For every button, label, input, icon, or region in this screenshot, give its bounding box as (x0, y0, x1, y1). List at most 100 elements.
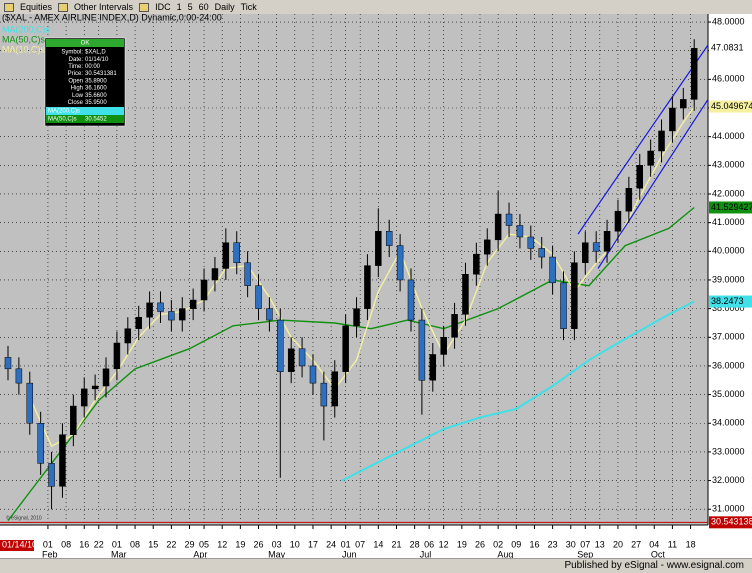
candle-body (200, 279, 208, 301)
candle-body (91, 385, 99, 390)
info-key: Time: (68, 64, 83, 70)
ma-line (29, 106, 695, 448)
candle-body (37, 423, 44, 464)
x-tick-label: 21 (391, 539, 401, 549)
start-label-box (0, 540, 34, 551)
y-tick-label: 37.0000 (712, 332, 745, 342)
candle-body (266, 308, 273, 321)
ma-last-value: 41.529427 (711, 202, 752, 212)
toolbar-item[interactable]: Tick (240, 2, 257, 12)
y-tick-label: 44.0000 (712, 131, 745, 141)
reference-value-box (709, 516, 752, 529)
toolbar-item[interactable]: 1 (176, 2, 182, 12)
last-price: 47.0831 (711, 43, 744, 53)
x-tick-label: 04 (649, 539, 659, 549)
x-tick-label: 08 (130, 539, 140, 549)
legend-entry: MA(50,C)s (2, 34, 46, 44)
info-key: High (71, 86, 83, 92)
legend-entry: MA(200,C)s (2, 24, 51, 34)
candle-body (287, 348, 295, 372)
candle-body (189, 299, 197, 309)
candle-body (244, 262, 251, 286)
candle-body (418, 319, 426, 381)
x-tick-label: 16 (79, 539, 89, 549)
month-label: May (268, 549, 286, 558)
y-tick-label: 41.0000 (712, 217, 745, 227)
toolbar-item[interactable]: Other Intervals (74, 2, 134, 12)
candle-body (353, 308, 360, 327)
ma-last-value-box (709, 295, 752, 308)
info-key: Date: (69, 57, 84, 63)
toolbar-item[interactable]: 60 (198, 2, 209, 12)
x-tick-label: 23 (548, 539, 558, 549)
candle-body (603, 230, 611, 252)
month-label: Mar (111, 549, 127, 558)
candle-body (505, 213, 513, 226)
candle-body (113, 342, 121, 370)
x-tick-label: 01 (341, 539, 351, 549)
candle-body (538, 248, 545, 258)
info-value: $XAL,D (85, 50, 106, 56)
x-tick-label: 14 (373, 539, 383, 549)
info-value: 01/14/10 (85, 57, 109, 63)
price-axis (708, 14, 752, 525)
candle-body (233, 242, 240, 264)
candle-body (494, 213, 502, 241)
month-label: Jul (420, 549, 432, 558)
candle-body (80, 388, 88, 407)
x-tick-label: 06 (424, 539, 434, 549)
x-tick-label: 17 (308, 539, 318, 549)
candle-body (331, 371, 339, 407)
info-value: 35.8900 (85, 78, 107, 84)
x-tick-label: 24 (326, 539, 336, 549)
info-value: 30.5431381 (85, 71, 117, 77)
candle-body (168, 311, 175, 321)
toolbar-item[interactable]: Daily (214, 2, 235, 12)
x-tick-label: 12 (439, 539, 449, 549)
info-key: Symbol: (61, 50, 83, 56)
y-tick-label: 32.0000 (712, 475, 745, 485)
y-tick-label: 42.0000 (712, 188, 745, 198)
info-key: Open (68, 78, 83, 84)
candle-body (483, 239, 491, 255)
info-value: 36.1600 (85, 86, 107, 92)
candle-body (614, 210, 622, 232)
candle-body (4, 357, 12, 370)
candle-body (222, 242, 230, 269)
info-value: 35.6600 (85, 93, 107, 99)
info-key: Low (72, 93, 84, 99)
candle-body (582, 242, 589, 264)
candle-body (680, 99, 687, 109)
candle-body (407, 279, 415, 321)
x-tick-label: 18 (686, 539, 696, 549)
x-tick-label: 11 (668, 539, 677, 549)
x-tick-label: 19 (235, 539, 245, 549)
candle-body (462, 273, 469, 315)
x-tick-label: 15 (148, 539, 158, 549)
info-key: Close (68, 100, 84, 106)
toolbar-item[interactable]: IDC (155, 2, 171, 12)
y-tick-label: 40.0000 (712, 246, 745, 256)
toolbar-item[interactable]: Equities (20, 2, 53, 12)
candle-body (59, 434, 66, 487)
candle-body (527, 236, 535, 249)
candle-body (647, 150, 654, 166)
candle-body (342, 325, 349, 372)
copyright: © eSignal, 2010 (6, 514, 42, 521)
y-tick-label: 31.0000 (712, 504, 745, 514)
candle-body (102, 368, 110, 387)
candle-body (211, 268, 219, 281)
month-label: Feb (42, 549, 58, 558)
toolbar-item[interactable]: 5 (187, 2, 193, 12)
month-label: Apr (193, 549, 207, 558)
x-tick-label: 01 (43, 539, 53, 549)
candle-body (124, 328, 132, 344)
ma-last-value-box (709, 100, 752, 113)
candle-body (255, 285, 262, 309)
x-tick-label: 26 (475, 539, 485, 549)
y-tick-label: 38.0000 (712, 303, 745, 313)
legend-entry: MA(10,C)s (2, 44, 46, 54)
chart: ($XAL - AMEX AIRLINE INDEX,D) Dynamic,0:… (0, 14, 752, 558)
start-label: 01/14/10 (2, 539, 37, 549)
